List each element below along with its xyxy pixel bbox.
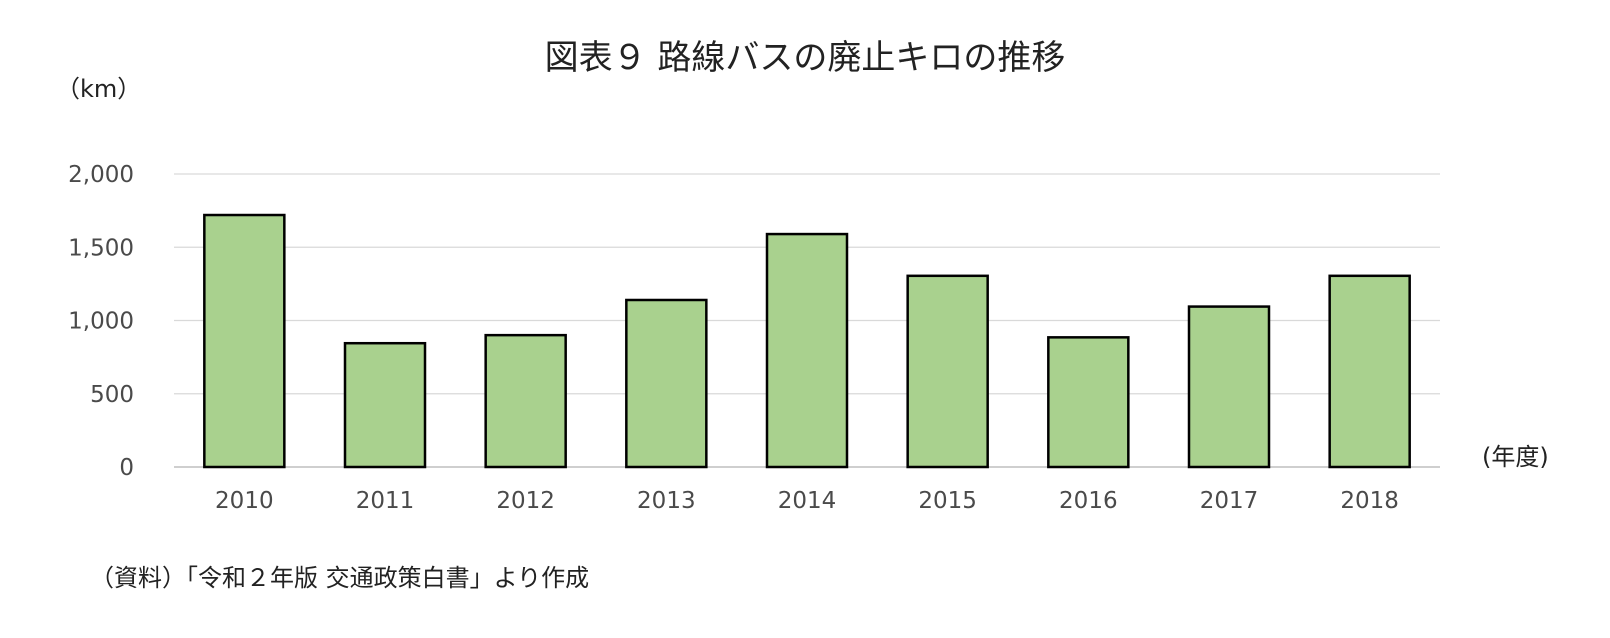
- bar-2010: [203, 213, 286, 469]
- x-tick-label: 2016: [1059, 488, 1118, 514]
- y-tick-label: 2,000: [68, 162, 134, 188]
- x-tick-label: 2013: [637, 488, 696, 514]
- bar-2015: [906, 274, 989, 469]
- bar-2017: [1187, 305, 1271, 469]
- x-tick-label: 2015: [918, 488, 977, 514]
- bar-2012: [484, 333, 567, 469]
- y-tick-label: 500: [90, 382, 134, 408]
- x-tick-label: 2012: [496, 488, 555, 514]
- bar-2014: [765, 232, 849, 469]
- bars: [203, 213, 1411, 469]
- y-axis-ticks: 0 500 1,000 1,500 2,000: [68, 162, 134, 481]
- x-tick-label: 2017: [1200, 488, 1259, 514]
- x-tick-label: 2018: [1340, 488, 1399, 514]
- bar-2013: [625, 298, 708, 469]
- chart-title: 図表９ 路線バスの廃止キロの推移: [544, 38, 1066, 78]
- bar-2011: [343, 341, 427, 469]
- source-note: （資料）「令和２年版 交通政策白書」より作成: [90, 564, 590, 592]
- y-tick-label: 1,000: [68, 309, 134, 335]
- y-axis-unit: （km）: [56, 75, 142, 103]
- x-axis-unit: (年度): [1482, 443, 1549, 471]
- y-tick-label: 1,500: [68, 235, 134, 261]
- bar-2016: [1047, 336, 1130, 469]
- y-tick-label: 0: [119, 455, 134, 481]
- x-tick-label: 2014: [778, 488, 837, 514]
- x-tick-label: 2011: [356, 488, 415, 514]
- bar-2018: [1328, 274, 1411, 469]
- x-axis-ticks: 2010 2011 2012 2013 2014 2015 2016 2017 2018: [215, 488, 1399, 514]
- x-tick-label: 2010: [215, 488, 274, 514]
